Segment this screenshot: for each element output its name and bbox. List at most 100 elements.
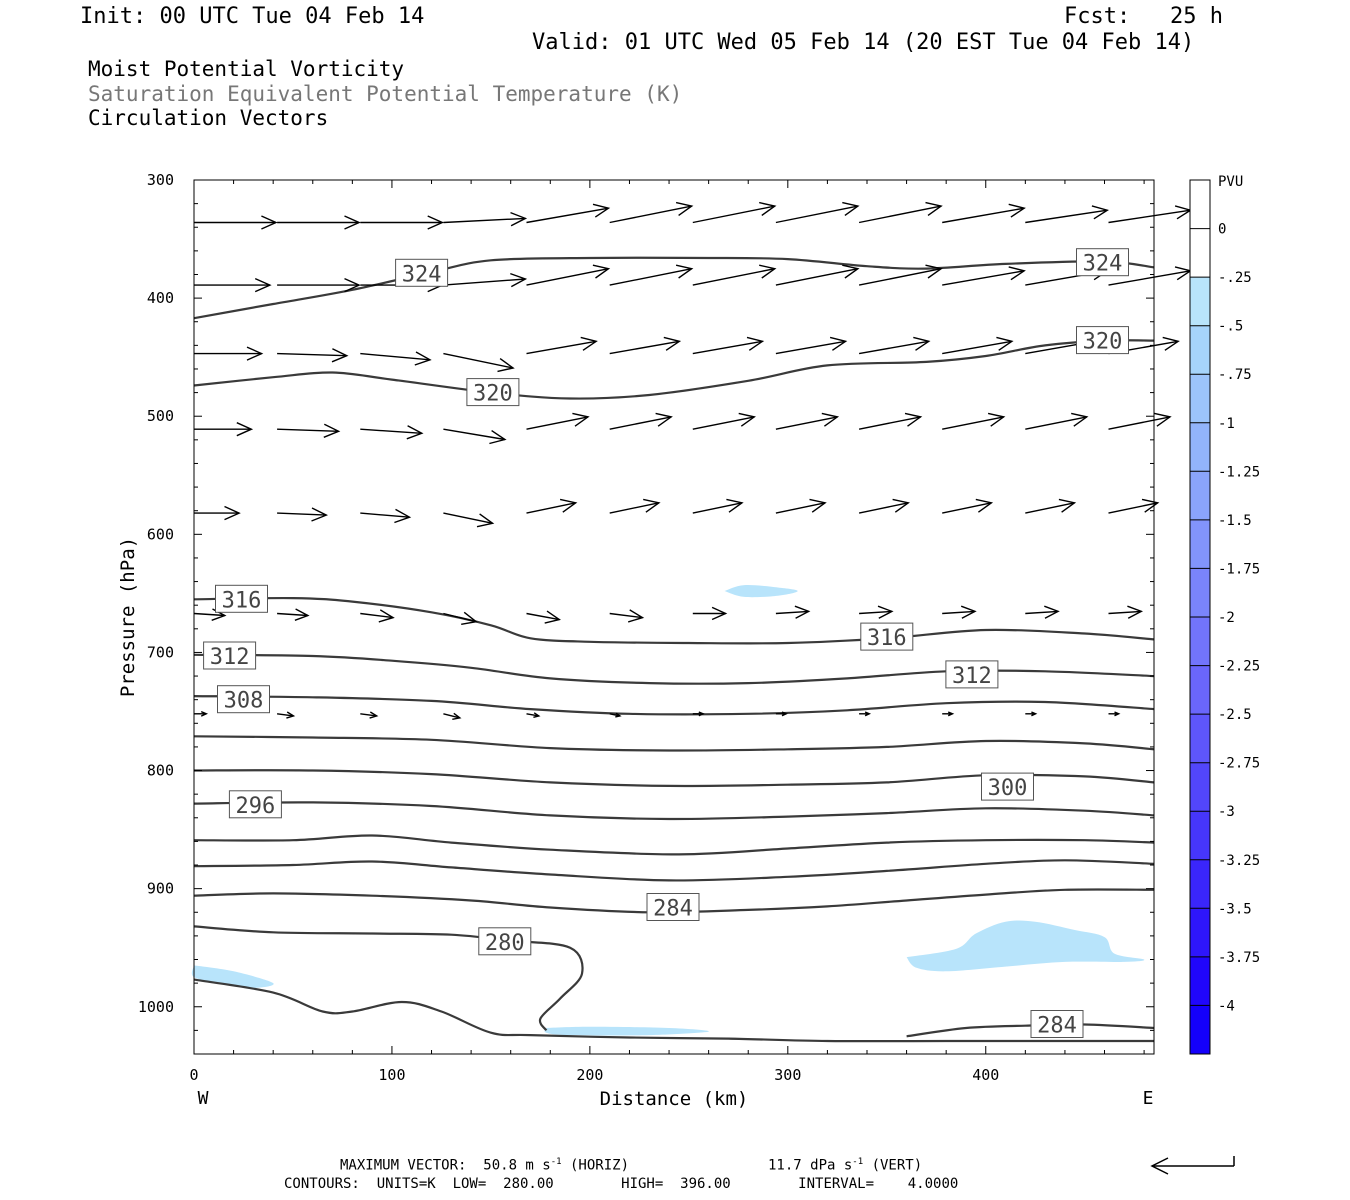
y-tick-label: 1000 (138, 998, 174, 1016)
x-tick-label: 0 (189, 1066, 198, 1084)
colorbar-swatch (1190, 519, 1210, 569)
contour-label-316-4: 316 (215, 584, 268, 613)
colorbar-swatch (1190, 180, 1210, 229)
contour-324-0 (193, 256, 1155, 320)
theta-es-contour-layer (193, 256, 1155, 1043)
vector-1-0 (194, 277, 272, 293)
mpv-shading-layer (191, 584, 1145, 1036)
vector-0-3 (443, 211, 528, 227)
y-tick-label: 700 (147, 643, 174, 661)
x-tick-label: 100 (378, 1066, 405, 1084)
vector-3-6 (692, 412, 756, 430)
vector-4-9 (942, 498, 994, 514)
colorbar-label: -1.75 (1218, 561, 1260, 577)
colorbar-label: -4 (1218, 998, 1235, 1014)
y-tick-label: 900 (147, 880, 174, 898)
vector-6-1 (277, 711, 296, 719)
y-tick-label: 400 (147, 289, 174, 307)
x-tick-label: 400 (972, 1066, 999, 1084)
contour-label-text: 316 (867, 626, 907, 651)
colorbar-swatch (1190, 277, 1210, 326)
vector-2-2 (360, 351, 432, 366)
y-axis-title: Pressure (hPa) (117, 537, 139, 697)
contour-label-296-10: 296 (228, 790, 282, 819)
contour-316-2 (193, 596, 1155, 645)
mpv-region-0 (724, 584, 798, 598)
vector-0-0 (194, 215, 278, 230)
vector-2-0 (194, 346, 264, 361)
colorbar-swatch (1190, 811, 1210, 860)
vector-0-2 (360, 215, 445, 230)
mpv-region-3 (906, 920, 1145, 972)
contours-caption: CONTOURS: UNITS=K LOW= 280.00 HIGH= 396.… (284, 1176, 959, 1192)
vector-5-2 (360, 609, 395, 623)
vector-0-6 (692, 201, 777, 224)
contour-label-316-5: 316 (860, 622, 914, 651)
contour-label-layer: 324 324 320 320 316 316 312 312 308 300 296 284 280 2… (203, 248, 1129, 1039)
vector-3-4 (526, 412, 590, 430)
vector-0-8 (858, 201, 943, 224)
init-time: Init: 00 UTC Tue 04 Feb 14 (80, 4, 425, 29)
vector-1-9 (942, 266, 1026, 286)
vector-4-5 (609, 498, 661, 514)
colorbar-swatch (1190, 665, 1210, 715)
contour-label-text: 312 (952, 664, 992, 689)
vector-4-0 (194, 505, 241, 521)
forecast-hour: Fcst: 25 h (1064, 4, 1223, 29)
field-title-vectors: Circulation Vectors (88, 106, 329, 130)
vector-1-4 (526, 264, 611, 286)
mpv-region-1 (191, 965, 274, 988)
colorbar-swatch (1190, 908, 1210, 957)
colorbar-swatch (1190, 374, 1210, 423)
colorbar-label: -3.75 (1218, 950, 1260, 966)
vector-4-10 (1025, 498, 1077, 514)
vector-2-1 (277, 348, 349, 363)
y-tick-label: 500 (147, 407, 174, 425)
colorbar-label: -2.25 (1218, 659, 1260, 675)
contour-label-312-6: 312 (203, 641, 257, 670)
reference-vector-arrow (1150, 1156, 1235, 1175)
contour-304-5 (193, 735, 1155, 752)
colorbar-swatch (1190, 568, 1210, 617)
colorbar-swatch (1190, 859, 1210, 909)
vector-6-6 (692, 711, 705, 717)
colorbar-swatch (1190, 422, 1210, 472)
max-vector-caption: MAXIMUM VECTOR: 50.8 m s-1 (HORIZ) (340, 1157, 629, 1174)
field-title-mpv: Moist Potential Vorticity (88, 57, 405, 81)
contour-label-300-9: 300 (981, 772, 1034, 801)
vector-2-9 (942, 336, 1014, 355)
contour-label-text: 316 (222, 588, 262, 613)
colorbar-label: -2 (1218, 610, 1235, 626)
vector-5-7 (775, 605, 811, 619)
contour-label-text: 284 (653, 897, 693, 922)
vector-2-5 (609, 336, 682, 355)
vector-5-8 (859, 605, 894, 619)
vector-6-5 (609, 712, 622, 718)
vector-0-4 (526, 203, 611, 224)
colorbar-swatch (1190, 1005, 1210, 1054)
vector-4-11 (1108, 498, 1160, 514)
colorbar-label: -2.75 (1218, 756, 1260, 772)
vector-6-0 (194, 710, 209, 717)
colorbar-label: -.25 (1218, 270, 1252, 286)
y-tick-label: 300 (147, 171, 174, 189)
vector-6-8 (859, 711, 872, 717)
vector-5-6 (692, 606, 728, 621)
contour-320-1 (193, 339, 1155, 400)
contour-label-text: 312 (210, 645, 250, 670)
x-tick-label: 300 (774, 1066, 801, 1084)
vector-4-6 (692, 498, 744, 514)
contour-label-text: 300 (988, 776, 1028, 801)
contour-label-text: 284 (1037, 1014, 1077, 1039)
vector-1-8 (858, 264, 943, 286)
contour-label-text: 280 (485, 931, 525, 956)
west-label: W (198, 1088, 209, 1109)
contour-label-284-13: 284 (1030, 1010, 1084, 1039)
contour-label-text: 324 (402, 262, 442, 287)
contour-288-9 (193, 859, 1155, 882)
colorbar-label: -1 (1218, 416, 1235, 432)
vector-0-9 (942, 203, 1026, 224)
vector-5-4 (526, 610, 561, 624)
vector-1-1 (277, 277, 361, 293)
